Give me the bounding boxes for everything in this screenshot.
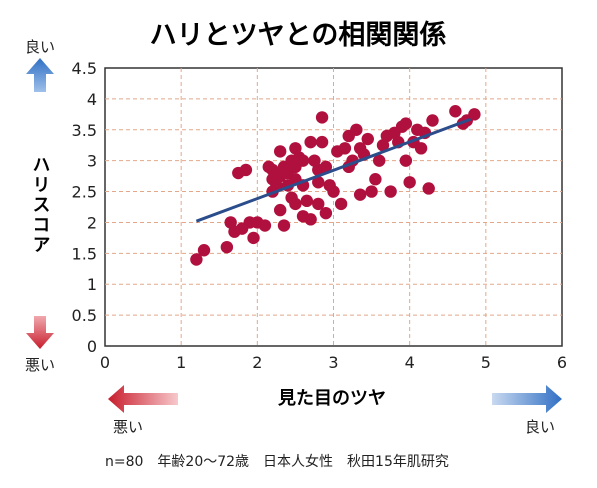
- data-point: [296, 154, 310, 167]
- data-point: [365, 185, 378, 198]
- x-axis-label: 見た目のツヤ: [277, 388, 386, 409]
- y-tick-label: 1: [87, 275, 97, 294]
- x-good-label: 良い: [525, 418, 555, 436]
- arrow-up-icon: [26, 58, 54, 92]
- data-point: [426, 114, 439, 127]
- data-point: [331, 145, 344, 158]
- data-point: [350, 123, 363, 136]
- data-point: [273, 203, 287, 217]
- data-point: [304, 213, 317, 226]
- data-point: [384, 185, 397, 198]
- data-point: [258, 219, 272, 232]
- data-point: [235, 222, 249, 235]
- data-point: [197, 244, 211, 257]
- data-point: [273, 145, 287, 158]
- data-point: [277, 219, 291, 232]
- trend-line-group: [195, 117, 472, 223]
- data-point: [247, 231, 260, 245]
- data-point: [300, 194, 314, 208]
- data-point: [399, 117, 413, 130]
- plot-area: [104, 67, 563, 347]
- y-tick-label: 3.5: [72, 121, 97, 140]
- data-point: [262, 160, 275, 174]
- data-point: [468, 108, 481, 121]
- data-point: [239, 163, 253, 177]
- data-point: [353, 188, 367, 201]
- y-good-label: 良い: [25, 38, 55, 56]
- data-point: [422, 182, 435, 195]
- data-point: [319, 206, 333, 220]
- grid-lines: [105, 68, 562, 346]
- data-point: [327, 185, 340, 198]
- x-tick-label: 3: [328, 353, 338, 372]
- data-point: [334, 197, 348, 211]
- y-tick-label: 0: [87, 337, 97, 356]
- chart-title: ハリとツヤとの相関関係: [150, 20, 447, 51]
- data-point: [289, 197, 302, 211]
- y-axis-label: ハリスコア: [30, 155, 51, 255]
- arrow-down-icon: [26, 316, 54, 349]
- y-tick-label: 3: [87, 152, 97, 171]
- x-tick-label: 5: [481, 353, 491, 372]
- y-tick-label: 2: [87, 213, 97, 232]
- data-point: [369, 173, 382, 186]
- x-tick-labels: 0 1 2 3 4 5 6: [100, 353, 567, 372]
- x-tick-label: 2: [252, 353, 262, 372]
- data-point: [304, 135, 317, 149]
- x-tick-label: 1: [176, 353, 186, 372]
- x-tick-label: 4: [405, 353, 415, 372]
- y-tick-labels: 0 0.5 1 1.5 2 2.5 3 3.5 4 4.5: [72, 59, 97, 356]
- data-point: [315, 135, 329, 149]
- y-tick-label: 0.5: [72, 306, 97, 325]
- y-tick-label: 2.5: [72, 183, 97, 202]
- x-tick-label: 6: [557, 353, 567, 372]
- y-tick-label: 4.5: [72, 59, 97, 78]
- data-point: [403, 176, 416, 189]
- arrow-right-icon: [492, 385, 562, 413]
- y-tick-label: 4: [87, 90, 97, 109]
- data-point: [373, 154, 386, 167]
- data-point: [224, 216, 237, 229]
- arrow-left-icon: [108, 385, 178, 413]
- data-point: [190, 253, 203, 266]
- x-tick-label: 0: [100, 353, 110, 372]
- data-point: [270, 179, 283, 192]
- data-point: [399, 154, 413, 167]
- data-point: [315, 111, 329, 124]
- data-point: [312, 176, 325, 189]
- data-point: [414, 142, 428, 155]
- data-point: [361, 132, 374, 146]
- trend-line: [195, 117, 472, 223]
- data-point: [289, 142, 302, 155]
- y-bad-label: 悪い: [25, 356, 55, 374]
- data-point: [449, 105, 462, 118]
- data-point: [319, 160, 333, 174]
- y-tick-label: 1.5: [72, 244, 97, 263]
- data-point: [220, 240, 234, 254]
- data-point: [312, 197, 325, 211]
- data-point: [308, 154, 321, 167]
- footnote: n=80 年齢20〜72歳 日本人女性 秋田15年肌研究: [105, 453, 449, 470]
- x-bad-label: 悪い: [113, 418, 143, 436]
- data-point: [376, 139, 390, 152]
